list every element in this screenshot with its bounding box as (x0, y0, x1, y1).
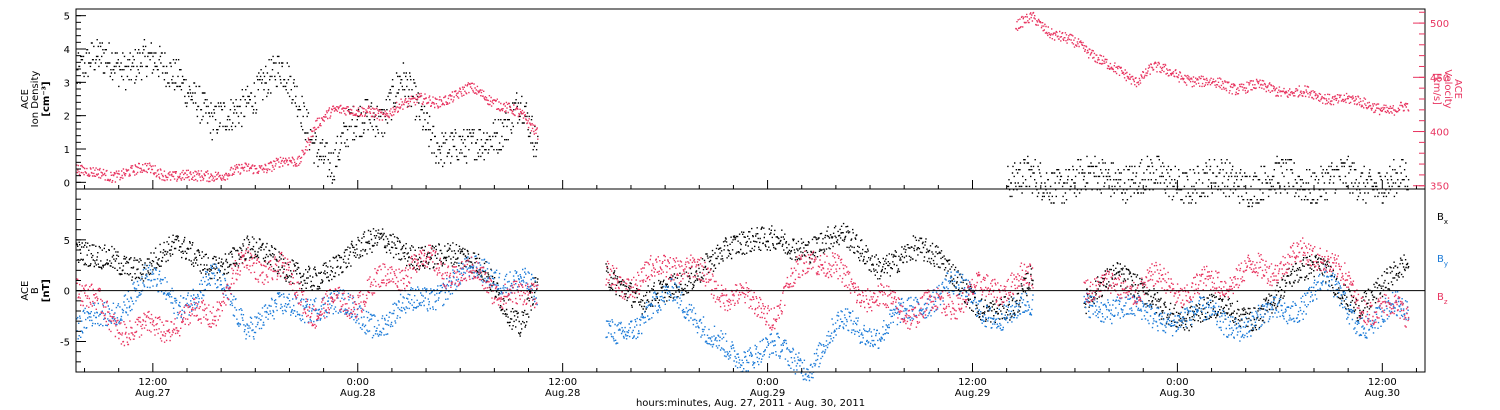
ion-density-label: Ion Density (30, 71, 41, 128)
top-right-tick-label: 350 (1430, 182, 1449, 193)
legend-subscript: x (1444, 218, 1448, 226)
data-layer (76, 11, 1410, 382)
x-tick-date-label: Aug.29 (955, 388, 990, 399)
top-left-tick-label: 5 (64, 12, 70, 23)
legend-label: B (1437, 254, 1444, 265)
x-tick-time-label: 0:00 (1166, 377, 1188, 388)
top-left-tick-label: 3 (64, 78, 70, 89)
top-right-tick-label: 450 (1430, 73, 1449, 84)
bottom-left-tick-label: 0 (64, 287, 70, 298)
series-bz (76, 237, 1410, 347)
series-bx (76, 222, 1410, 337)
series-bz-segment-1 (605, 250, 1034, 331)
legend-bx: Bx (1437, 212, 1448, 226)
x-tick-date-label: Aug.29 (750, 388, 785, 399)
x-tick-time-label: 12:00 (1368, 377, 1397, 388)
series-ion-density-segment-0 (76, 39, 539, 184)
top-right-tick-label: 500 (1430, 19, 1449, 30)
bottom-left-tick-label: -5 (60, 338, 70, 349)
x-tick-time-label: 12:00 (958, 377, 987, 388)
axes-layer (75, 8, 1426, 373)
velocity-unit: [km/s] (1431, 73, 1442, 105)
x-tick-date-label: Aug.28 (545, 388, 580, 399)
bottom-left-tick-label: 5 (64, 236, 70, 247)
top-left-tick-label: 4 (64, 45, 70, 56)
b-field-unit: [nT] (41, 279, 52, 302)
top-left-tick-label: 0 (64, 178, 70, 189)
x-tick-time-label: 12:00 (138, 377, 167, 388)
ion-density-label-ace: ACE (20, 89, 31, 109)
x-tick-date-label: Aug.30 (1365, 388, 1400, 399)
legend-label: B (1437, 292, 1444, 303)
x-tick-time-label: 12:00 (548, 377, 577, 388)
legend-subscript: y (1444, 260, 1448, 268)
series-velocity (76, 11, 1410, 183)
velocity-label: Velocity (1442, 69, 1453, 108)
legend-bz: Bz (1437, 292, 1448, 306)
x-tick-date-label: Aug.30 (1160, 388, 1195, 399)
series-bx-segment-1 (605, 222, 1034, 323)
top-left-tick-label: 1 (64, 145, 70, 156)
legend-label: B (1437, 212, 1444, 223)
x-tick-date-label: Aug.27 (135, 388, 170, 399)
series-ion-density-segment-1 (1006, 155, 1410, 208)
x-axis-title: hours:minutes, Aug. 27, 2011 - Aug. 30, … (636, 398, 865, 409)
top-left-tick-label: 2 (64, 112, 70, 123)
top-right-tick-label: 400 (1430, 128, 1449, 139)
x-tick-time-label: 0:00 (756, 377, 778, 388)
velocity-label-ace: ACE (1452, 79, 1463, 99)
series-ion-density (76, 39, 1410, 208)
text-layer: 12:00Aug.270:00Aug.2812:00Aug.280:00Aug.… (20, 12, 1463, 409)
series-velocity-segment-1 (1015, 11, 1410, 116)
legend-subscript: z (1444, 298, 1448, 306)
b-field-label-ace: ACE (20, 281, 31, 301)
x-tick-date-label: Aug.28 (340, 388, 375, 399)
x-tick-time-label: 0:00 (347, 377, 369, 388)
legend-by: By (1437, 254, 1448, 268)
ion-density-unit: [cm⁻³] (41, 81, 52, 116)
b-field-label: B (30, 287, 41, 294)
